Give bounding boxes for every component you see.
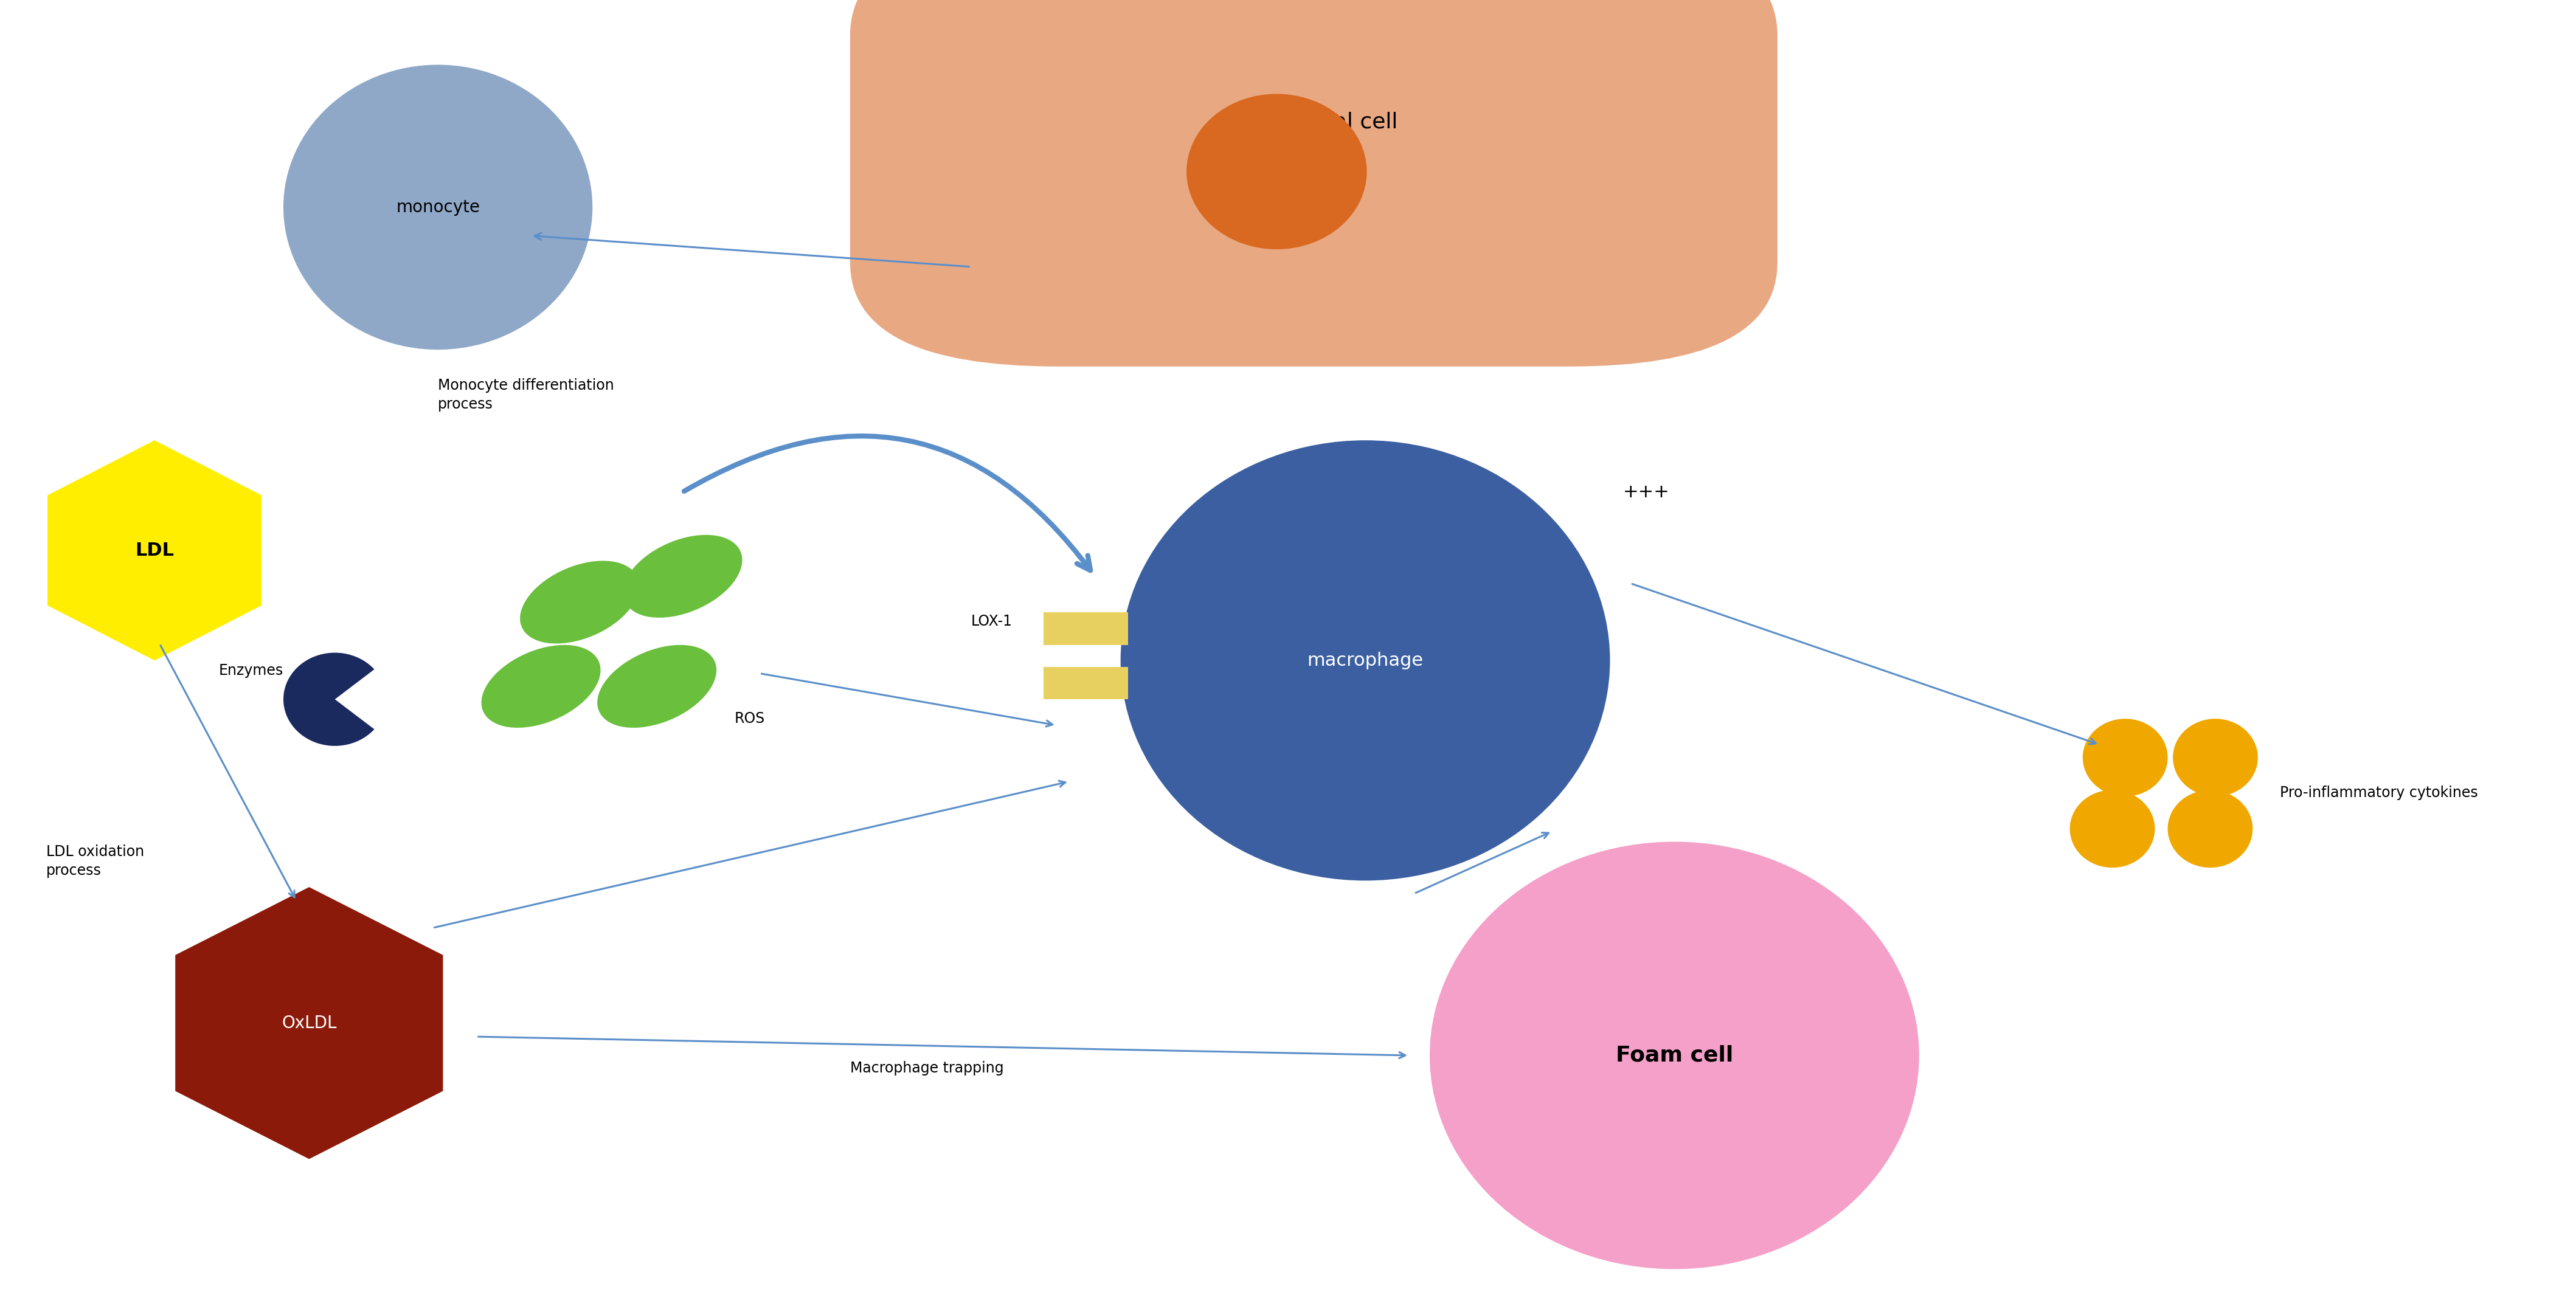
FancyBboxPatch shape <box>1043 667 1128 699</box>
Ellipse shape <box>2169 790 2251 868</box>
Text: OxLDL: OxLDL <box>281 1014 337 1032</box>
Ellipse shape <box>283 65 592 350</box>
Ellipse shape <box>520 561 639 644</box>
Text: Foam cell: Foam cell <box>1615 1045 1734 1066</box>
Text: Macrophage trapping: Macrophage trapping <box>850 1061 1005 1076</box>
Text: monocyte: monocyte <box>397 198 479 216</box>
Ellipse shape <box>2071 790 2156 868</box>
Ellipse shape <box>2081 719 2169 796</box>
Text: Pro-inflammatory cytokines: Pro-inflammatory cytokines <box>2280 785 2478 800</box>
Text: macrophage: macrophage <box>1306 651 1425 670</box>
Text: ROS: ROS <box>734 711 765 726</box>
Polygon shape <box>46 440 263 660</box>
FancyArrowPatch shape <box>685 436 1090 570</box>
Ellipse shape <box>623 535 742 618</box>
Ellipse shape <box>1188 95 1368 249</box>
Ellipse shape <box>1430 842 1919 1269</box>
Text: Endothelial cell: Endothelial cell <box>1229 111 1399 132</box>
Text: Enzymes: Enzymes <box>219 663 283 679</box>
Text: LDL oxidation
process: LDL oxidation process <box>46 844 144 878</box>
Text: LOX-1: LOX-1 <box>971 614 1012 629</box>
FancyBboxPatch shape <box>850 0 1777 366</box>
Ellipse shape <box>482 645 600 728</box>
Text: Monocyte differentiation
process: Monocyte differentiation process <box>438 378 613 412</box>
Text: LDL: LDL <box>134 541 175 559</box>
Polygon shape <box>175 887 443 1159</box>
FancyBboxPatch shape <box>1043 613 1128 645</box>
Ellipse shape <box>1121 440 1610 881</box>
Polygon shape <box>283 653 374 746</box>
Ellipse shape <box>598 645 716 728</box>
Text: +++: +++ <box>1623 483 1669 501</box>
Ellipse shape <box>2174 719 2257 796</box>
